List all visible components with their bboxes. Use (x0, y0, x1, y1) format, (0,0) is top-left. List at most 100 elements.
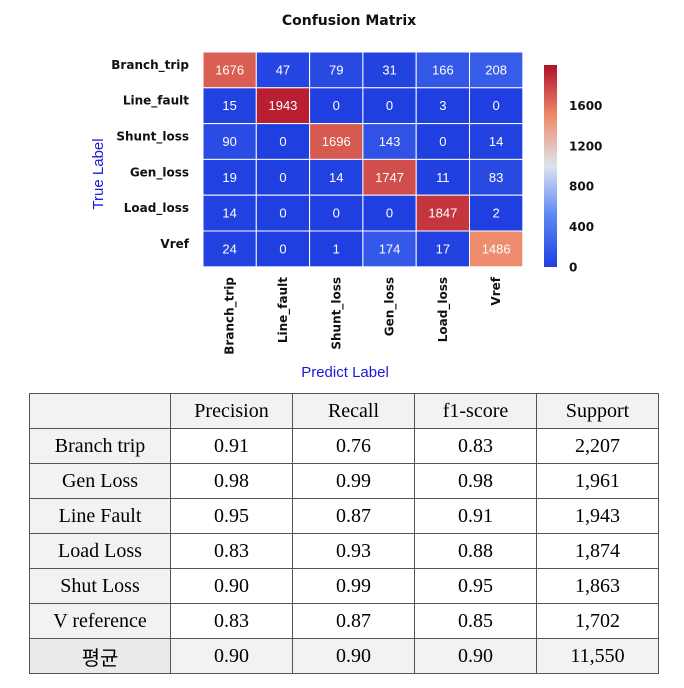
cell-value-label: 0 (386, 98, 393, 113)
heatmap-cell (469, 194, 524, 232)
support-cell: 1,874 (536, 533, 659, 569)
row-label: 평균 (29, 638, 171, 674)
cell-value-label: 2 (493, 206, 500, 221)
heatmap-cell (362, 158, 417, 196)
heatmap-cell (309, 194, 364, 232)
f1-score-cell: 0.88 (414, 533, 537, 569)
f1-score-cell: 0.95 (414, 568, 537, 604)
support-cell: 1,961 (536, 463, 659, 499)
colorbar-tick-label: 800 (569, 180, 594, 194)
row-label: Branch trip (29, 428, 171, 464)
cell-value-label: 0 (333, 206, 340, 221)
row-label: Load_loss (124, 201, 189, 216)
cell-value-label: 1676 (215, 62, 244, 77)
cell-value-label: 0 (279, 134, 286, 149)
support-cell: 11,550 (536, 638, 659, 674)
average-row: 평균 0.90 0.90 0.90 11,550 (29, 638, 659, 674)
table-row: Branch trip 0.91 0.76 0.83 2,207 (29, 428, 659, 464)
heatmap-cell (202, 230, 257, 268)
colorbar-tick-label: 1200 (569, 139, 602, 153)
heatmap-cell (309, 158, 364, 196)
cell-value-label: 1 (333, 241, 340, 256)
heatmap-cells: 1676 47 79 31 166 208 15 1943 0 0 3 0 90 0 1696 143 0 14 1… (202, 51, 524, 268)
precision-cell: 0.91 (170, 428, 293, 464)
heatmap-cell (362, 194, 417, 232)
cell-value-label: 1747 (375, 170, 404, 185)
precision-cell: 0.90 (170, 638, 293, 674)
cell-value-label: 90 (222, 134, 236, 149)
precision-cell: 0.83 (170, 533, 293, 569)
cell-value-label: 17 (436, 241, 450, 256)
colorbar-tick-label: 0 (569, 261, 577, 275)
cell-value-label: 1696 (322, 134, 351, 149)
x-axis-label: Predict Label (301, 364, 389, 381)
table-row: Shut Loss 0.90 0.99 0.95 1,863 (29, 568, 659, 604)
column-label: Line_fault (276, 277, 291, 343)
heatmap-cell (415, 230, 471, 268)
heatmap-cell (202, 158, 257, 196)
column-label: Branch_trip (223, 277, 238, 355)
f1-score-cell: 0.90 (414, 638, 537, 674)
heatmap-cell (469, 51, 524, 89)
cell-value-label: 3 (439, 98, 446, 113)
cell-value-label: 0 (439, 134, 446, 149)
cell-value-label: 143 (379, 134, 401, 149)
y-axis-label: True Label (90, 138, 107, 209)
metrics-table: Precision Recall f1-score Support Branch… (29, 393, 659, 674)
metrics-header-cell: Support (536, 393, 659, 429)
colorbar-tick-label: 1600 (569, 99, 602, 113)
cell-value-label: 1847 (428, 206, 457, 221)
metrics-header-cell: Recall (292, 393, 415, 429)
support-cell: 1,863 (536, 568, 659, 604)
row-label: Gen_loss (130, 165, 189, 180)
row-label: Vref (160, 237, 189, 251)
f1-score-cell: 0.85 (414, 603, 537, 639)
column-label: Shunt_loss (329, 277, 344, 350)
colorbar-tick-label: 400 (569, 220, 594, 234)
f1-score-cell: 0.83 (414, 428, 537, 464)
support-cell: 1,943 (536, 498, 659, 534)
cell-value-label: 0 (386, 206, 393, 221)
column-labels: Branch_trip Line_fault Shunt_loss Gen_loss L… (223, 276, 504, 354)
metrics-header-cell (29, 393, 171, 429)
chart-title: Confusion Matrix (282, 13, 416, 29)
row-label: V reference (29, 603, 171, 639)
row-label: Line Fault (29, 498, 171, 534)
recall-cell: 0.99 (292, 568, 415, 604)
heatmap-cell (255, 158, 311, 196)
recall-cell: 0.87 (292, 498, 415, 534)
heatmap-cell (469, 123, 524, 160)
table-row: Gen Loss 0.98 0.99 0.98 1,961 (29, 463, 659, 499)
table-row: V reference 0.83 0.87 0.85 1,702 (29, 603, 659, 639)
heatmap-cell (255, 87, 311, 125)
row-labels: Branch_trip Line_fault Shunt_loss Gen_loss L… (111, 58, 189, 251)
precision-cell: 0.95 (170, 498, 293, 534)
cell-value-label: 14 (222, 206, 236, 221)
f1-score-cell: 0.91 (414, 498, 537, 534)
heatmap-cell (362, 230, 417, 268)
cell-value-label: 0 (333, 98, 340, 113)
precision-cell: 0.98 (170, 463, 293, 499)
metrics-header-cell: f1-score (414, 393, 537, 429)
f1-score-cell: 0.98 (414, 463, 537, 499)
cell-value-label: 208 (485, 62, 507, 77)
cell-value-label: 11 (436, 170, 450, 185)
row-label: Shunt_loss (116, 130, 189, 145)
row-label: Line_fault (123, 94, 189, 109)
column-label: Load_loss (436, 277, 451, 342)
cell-value-label: 14 (489, 134, 503, 149)
colorbar (544, 65, 557, 267)
cell-value-label: 83 (489, 170, 503, 185)
heatmap-cell (255, 123, 311, 160)
cell-value-label: 1486 (482, 241, 511, 256)
heatmap-cell (469, 87, 524, 125)
recall-cell: 0.99 (292, 463, 415, 499)
cell-value-label: 79 (329, 62, 343, 77)
cell-value-label: 0 (279, 170, 286, 185)
cell-value-label: 14 (329, 170, 343, 185)
metrics-header-row: Precision Recall f1-score Support (29, 393, 659, 429)
heatmap-cell (202, 51, 257, 89)
recall-cell: 0.90 (292, 638, 415, 674)
recall-cell: 0.93 (292, 533, 415, 569)
row-label: Gen Loss (29, 463, 171, 499)
